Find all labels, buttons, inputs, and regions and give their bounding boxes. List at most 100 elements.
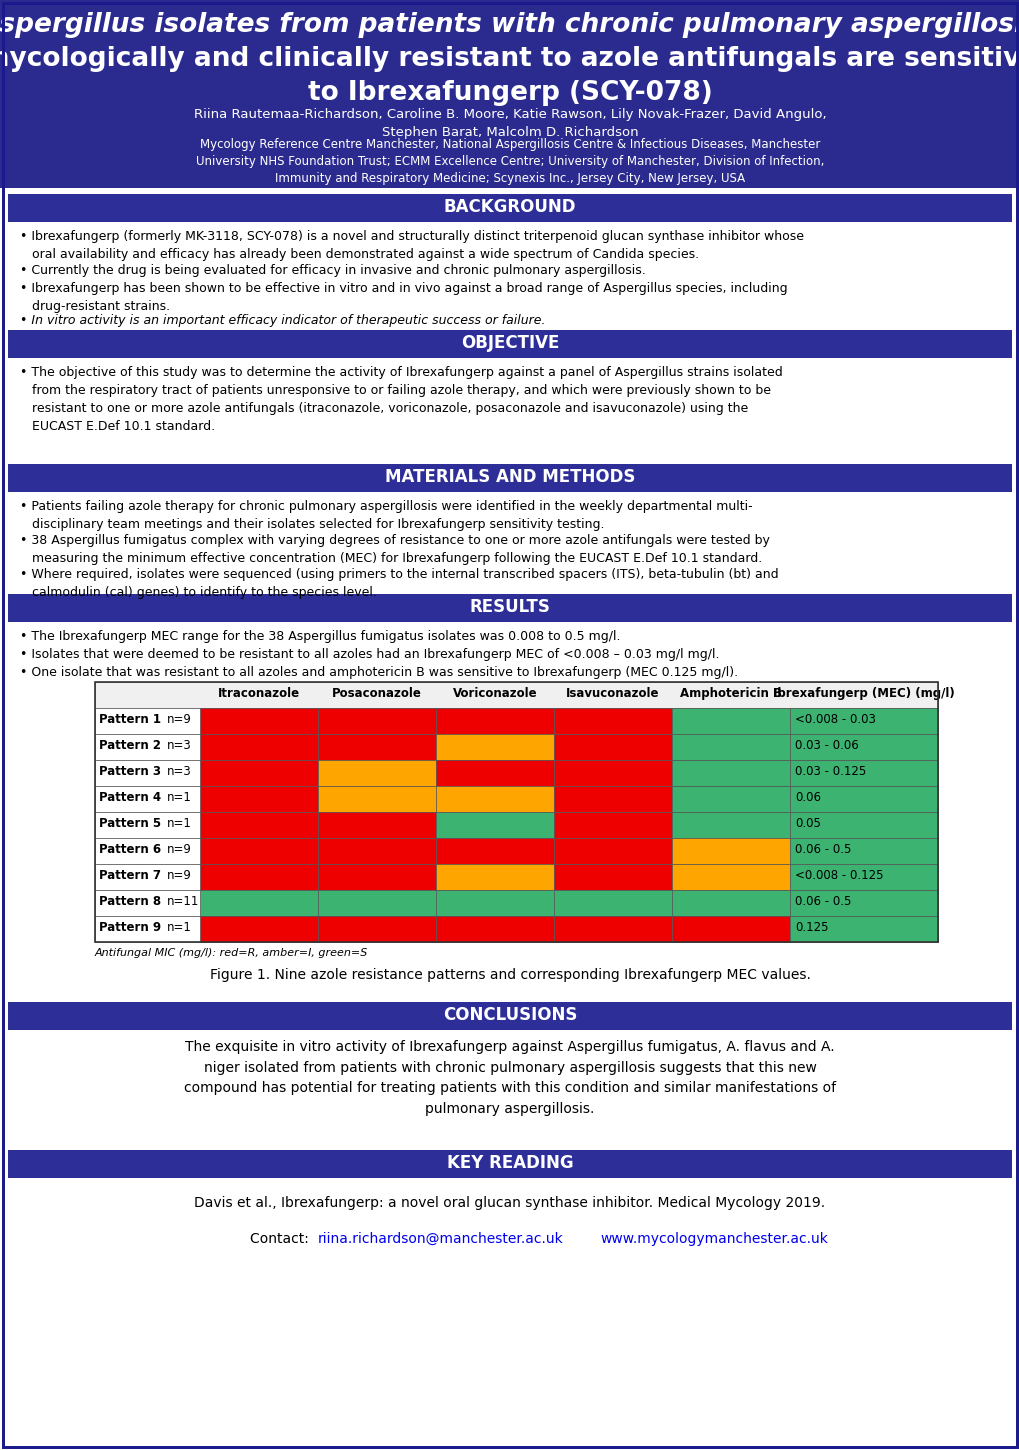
Text: • Patients failing azole therapy for chronic pulmonary aspergillosis were identi: • Patients failing azole therapy for chr… bbox=[20, 500, 752, 531]
Text: Pattern 3: Pattern 3 bbox=[99, 766, 161, 779]
Bar bbox=[435, 864, 553, 890]
Text: Pattern 2: Pattern 2 bbox=[99, 740, 161, 753]
Text: Isavuconazole: Isavuconazole bbox=[566, 687, 659, 700]
Bar bbox=[318, 890, 435, 916]
Text: Pattern 1: Pattern 1 bbox=[99, 713, 161, 726]
Text: BACKGROUND: BACKGROUND bbox=[443, 199, 576, 216]
Bar bbox=[95, 786, 937, 812]
Text: • The Ibrexafungerp MEC range for the 38 Aspergillus fumigatus isolates was 0.00: • The Ibrexafungerp MEC range for the 38… bbox=[20, 629, 620, 642]
Text: Pattern 6: Pattern 6 bbox=[99, 842, 161, 856]
Text: to Ibrexafungerp (SCY-078): to Ibrexafungerp (SCY-078) bbox=[308, 80, 711, 106]
Text: Itraconazole: Itraconazole bbox=[218, 687, 300, 700]
Text: Pattern 7: Pattern 7 bbox=[99, 869, 161, 882]
Text: • Isolates that were deemed to be resistant to all azoles had an Ibrexafungerp M: • Isolates that were deemed to be resist… bbox=[20, 648, 718, 661]
Bar bbox=[8, 331, 1011, 358]
Bar bbox=[95, 838, 937, 864]
Bar bbox=[95, 890, 937, 916]
Bar bbox=[553, 760, 672, 786]
Text: n=1: n=1 bbox=[167, 921, 192, 934]
Text: Contact:: Contact: bbox=[250, 1232, 313, 1246]
Text: 0.06 - 0.5: 0.06 - 0.5 bbox=[794, 895, 851, 908]
Bar bbox=[435, 760, 553, 786]
Bar bbox=[318, 838, 435, 864]
Bar bbox=[790, 734, 937, 760]
Bar bbox=[318, 786, 435, 812]
Bar bbox=[553, 812, 672, 838]
Bar bbox=[95, 734, 937, 760]
Bar bbox=[672, 812, 790, 838]
Text: Amphotericin B: Amphotericin B bbox=[680, 687, 782, 700]
Bar bbox=[672, 734, 790, 760]
Bar bbox=[672, 916, 790, 942]
Bar bbox=[95, 812, 937, 838]
Text: • The objective of this study was to determine the activity of Ibrexafungerp aga: • The objective of this study was to det… bbox=[20, 365, 782, 434]
Bar bbox=[790, 812, 937, 838]
Text: • Ibrexafungerp has been shown to be effective in vitro and in vivo against a br: • Ibrexafungerp has been shown to be eff… bbox=[20, 281, 787, 313]
Bar bbox=[95, 708, 937, 734]
Bar bbox=[200, 890, 318, 916]
Text: n=3: n=3 bbox=[167, 740, 192, 753]
Bar bbox=[790, 786, 937, 812]
Bar bbox=[672, 864, 790, 890]
Bar bbox=[200, 812, 318, 838]
Text: Figure 1. Nine azole resistance patterns and corresponding Ibrexafungerp MEC val: Figure 1. Nine azole resistance patterns… bbox=[209, 969, 810, 982]
Bar bbox=[8, 594, 1011, 622]
Text: Pattern 9: Pattern 9 bbox=[99, 921, 161, 934]
Bar bbox=[790, 760, 937, 786]
Bar bbox=[200, 838, 318, 864]
Bar bbox=[0, 0, 1019, 188]
Text: • Where required, isolates were sequenced (using primers to the internal transcr: • Where required, isolates were sequence… bbox=[20, 568, 777, 599]
Text: MATERIALS AND METHODS: MATERIALS AND METHODS bbox=[384, 468, 635, 486]
Text: 0.06: 0.06 bbox=[794, 792, 820, 803]
Bar bbox=[790, 890, 937, 916]
Bar bbox=[672, 786, 790, 812]
Bar bbox=[435, 708, 553, 734]
Bar bbox=[672, 890, 790, 916]
Text: • Currently the drug is being evaluated for efficacy in invasive and chronic pul: • Currently the drug is being evaluated … bbox=[20, 264, 645, 277]
Text: <0.008 - 0.03: <0.008 - 0.03 bbox=[794, 713, 875, 726]
Bar bbox=[95, 682, 937, 708]
Bar bbox=[8, 1002, 1011, 1030]
Bar bbox=[318, 812, 435, 838]
Bar bbox=[435, 786, 553, 812]
Bar bbox=[200, 760, 318, 786]
Text: Pattern 5: Pattern 5 bbox=[99, 816, 161, 829]
Bar bbox=[318, 916, 435, 942]
Text: Aspergillus isolates from patients with chronic pulmonary aspergillosis: Aspergillus isolates from patients with … bbox=[0, 12, 1019, 38]
Bar bbox=[435, 838, 553, 864]
Bar bbox=[318, 760, 435, 786]
Text: • Ibrexafungerp (formerly MK-3118, SCY-078) is a novel and structurally distinct: • Ibrexafungerp (formerly MK-3118, SCY-0… bbox=[20, 231, 803, 261]
Text: 0.03 - 0.06: 0.03 - 0.06 bbox=[794, 740, 858, 753]
Bar bbox=[790, 916, 937, 942]
Bar bbox=[553, 916, 672, 942]
Text: 0.125: 0.125 bbox=[794, 921, 827, 934]
Text: Mycology Reference Centre Manchester, National Aspergillosis Centre & Infectious: Mycology Reference Centre Manchester, Na… bbox=[196, 138, 823, 186]
Bar bbox=[8, 464, 1011, 492]
Text: n=11: n=11 bbox=[167, 895, 199, 908]
Text: riina.richardson@manchester.ac.uk: riina.richardson@manchester.ac.uk bbox=[318, 1232, 564, 1246]
Bar bbox=[553, 890, 672, 916]
Text: n=9: n=9 bbox=[167, 713, 192, 726]
Text: 0.05: 0.05 bbox=[794, 816, 820, 829]
Text: • One isolate that was resistant to all azoles and amphotericin B was sensitive : • One isolate that was resistant to all … bbox=[20, 666, 738, 679]
Bar bbox=[95, 682, 937, 942]
Bar bbox=[200, 864, 318, 890]
Bar bbox=[435, 916, 553, 942]
Text: 0.06 - 0.5: 0.06 - 0.5 bbox=[794, 842, 851, 856]
Bar bbox=[95, 864, 937, 890]
Bar bbox=[318, 734, 435, 760]
Bar bbox=[790, 864, 937, 890]
Text: 0.03 - 0.125: 0.03 - 0.125 bbox=[794, 766, 865, 779]
Text: n=1: n=1 bbox=[167, 792, 192, 803]
Text: • 38 Aspergillus fumigatus complex with varying degrees of resistance to one or : • 38 Aspergillus fumigatus complex with … bbox=[20, 534, 769, 566]
Bar bbox=[8, 1150, 1011, 1177]
Bar bbox=[790, 708, 937, 734]
Bar bbox=[435, 890, 553, 916]
Text: OBJECTIVE: OBJECTIVE bbox=[461, 334, 558, 352]
Bar bbox=[672, 838, 790, 864]
Bar bbox=[553, 786, 672, 812]
Text: Antifungal MIC (mg/l): red=R, amber=I, green=S: Antifungal MIC (mg/l): red=R, amber=I, g… bbox=[95, 948, 368, 958]
Text: Riina Rautemaa-Richardson, Caroline B. Moore, Katie Rawson, Lily Novak-Frazer, D: Riina Rautemaa-Richardson, Caroline B. M… bbox=[194, 107, 825, 139]
Text: KEY READING: KEY READING bbox=[446, 1154, 573, 1172]
Bar bbox=[200, 708, 318, 734]
